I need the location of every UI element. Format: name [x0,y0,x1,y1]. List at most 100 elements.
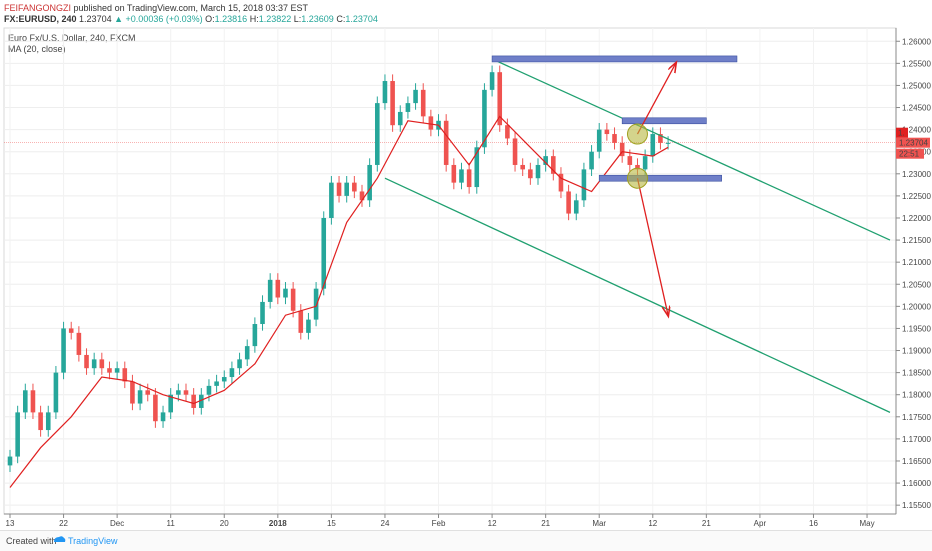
low-value: 1.23609 [301,14,334,24]
plot-frame [3,27,897,515]
y-tick-label: 1.25000 [902,81,931,90]
x-tick-label: 21 [541,519,550,528]
candle-body [405,103,411,112]
y-tick-label: 1.24000 [902,126,931,135]
channel-upper-line [491,58,891,241]
y-tick-label: 1.18000 [902,391,931,400]
author-name[interactable]: FEIFANGONGZI [4,3,72,13]
candle-body [267,279,273,302]
candle-body [650,134,656,157]
candle-body [23,390,28,413]
price-change: +0.00036 (+0.03%) [125,14,203,24]
candle-body [122,368,128,382]
candle-body [566,191,571,214]
candle-body [252,324,258,347]
candle-body [61,328,66,373]
x-tick-label: 21 [702,519,711,528]
candle-body [466,169,472,188]
candle-body [329,182,334,218]
candle-body [38,412,43,431]
candle-body [459,169,464,183]
x-tick-label: May [859,519,874,528]
y-tick-label: 1.23000 [902,170,931,179]
candle-body [543,156,548,165]
candle-body [168,394,173,413]
candle-body [84,354,89,369]
close-label: C: [336,14,346,24]
candle-body [229,368,235,378]
candle-body [290,288,296,311]
y-tick-label: 1.16000 [902,479,931,488]
up-arrow-icon: ▲ [114,14,124,24]
ma-price-tag-text: 1. [898,129,905,138]
candle-body [451,164,457,183]
last-price: 1.23704 [79,14,112,24]
candle-body [99,359,105,369]
y-tick-label: 1.26000 [902,37,931,46]
indicator-legend[interactable]: MA (20, close) [8,44,66,54]
price-chart[interactable]: 1.260001.255001.250001.245001.240001.235… [0,0,932,530]
candle-body [413,89,418,104]
chart-drawings [384,55,891,413]
candle-body [336,182,342,196]
projection-arrow [636,63,675,135]
candle-body [558,173,564,192]
y-tick-label: 1.22000 [902,214,931,223]
candle-body [428,116,434,130]
candle-body [497,72,503,126]
price-axis[interactable]: 1.260001.255001.250001.245001.240001.235… [895,28,931,514]
resistance-zone [621,117,707,125]
instrument-legend[interactable]: Euro Fx/U.S. Dollar, 240, FXCM [8,33,136,43]
candle-body [30,390,36,413]
x-tick-label: Dec [110,519,124,528]
time-axis[interactable]: 13 22 Dec 11 20 2018 15 24 Feb 12 21 Mar 12 21 Apr 16 Ma… [4,513,896,528]
candle-body [604,129,610,135]
candle-body [382,81,388,104]
low-label: L: [293,14,302,24]
candle-body [76,332,82,355]
x-tick-label: 12 [488,519,497,528]
high-value: 1.23822 [258,14,292,24]
candle-body [482,89,487,148]
footer: Created with TradingView [0,530,932,551]
symbol-label[interactable]: FX:EURUSD, 240 [4,14,77,24]
candle-body [15,412,20,457]
candle-body [260,301,265,325]
x-tick-label: 16 [809,519,818,528]
candle-body [45,412,51,431]
candle-body [528,169,533,179]
published-text: published on TradingView.com, March 15, … [73,3,309,13]
x-tick-label: Apr [754,519,767,528]
candlesticks [7,65,671,473]
candle-body [512,138,518,165]
tradingview-brand[interactable]: TradingView [68,536,118,546]
publish-info: FEIFANGONGZI published on TradingView.co… [4,3,308,13]
candle-body [665,142,671,144]
candle-body [344,182,349,196]
candle-body [551,156,556,174]
tradingview-logo-icon [54,536,66,542]
open-value: 1.23816 [214,14,248,24]
y-tick-label: 1.19000 [902,347,931,356]
candle-body [160,412,166,422]
y-tick-label: 1.18500 [902,369,931,378]
candle-body [420,89,426,117]
candle-body [130,381,135,404]
candle-body [313,288,319,320]
candle-body [352,182,357,192]
candle-body [581,169,587,201]
x-tick-label: 20 [220,519,229,528]
chart-header: FEIFANGONGZI published on TradingView.co… [0,0,932,28]
symbol-bar: FX:EURUSD, 240 1.23704 ▲ +0.00036 (+0.03… [4,14,378,24]
candle-body [635,164,640,170]
candle-body [596,129,602,152]
x-tick-label: 2018 [269,519,287,528]
candle-body [390,81,395,126]
candle-body [137,390,143,404]
candle-body [145,390,151,395]
x-tick-label: 15 [327,519,336,528]
y-tick-label: 1.22500 [902,192,931,201]
candle-body [283,288,288,298]
candle-body [321,217,327,289]
x-tick-label: 24 [381,519,390,528]
